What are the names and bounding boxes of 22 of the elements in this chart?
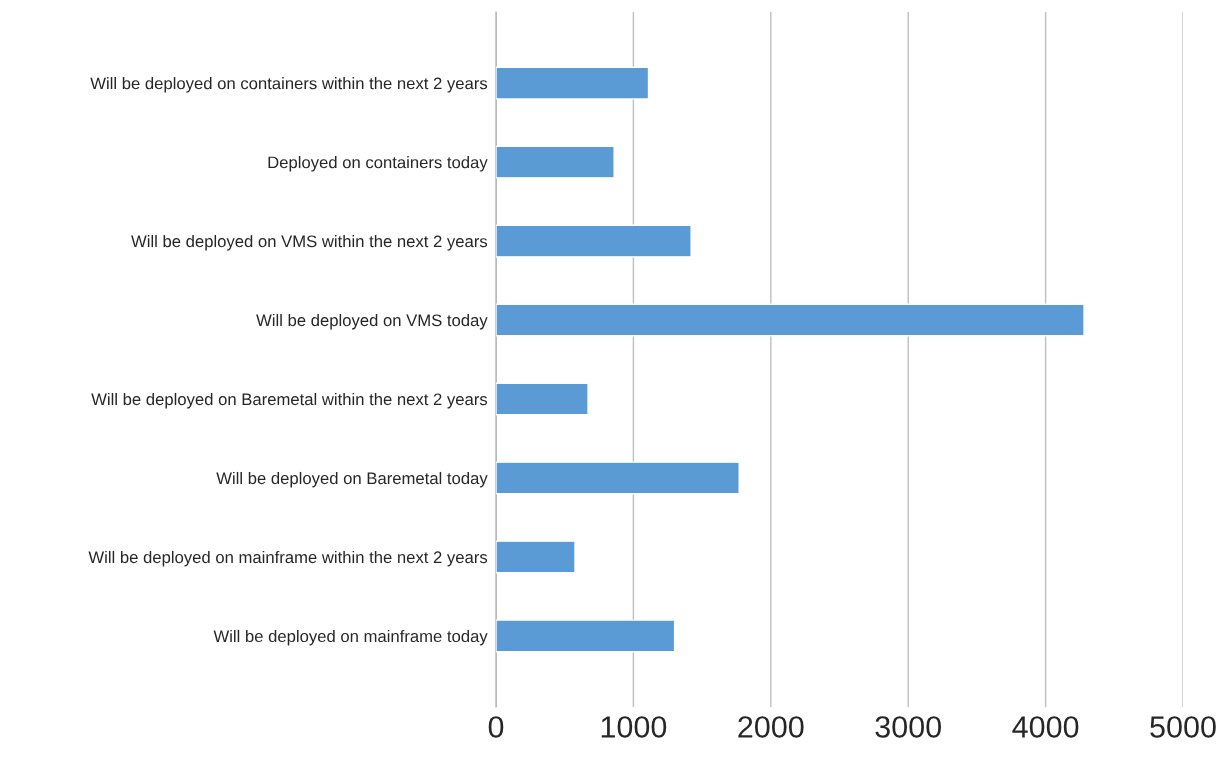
x-tick-label: 3000 xyxy=(875,716,941,738)
x-tick-label: 2000 xyxy=(738,716,804,738)
y-tick-label: Will be deployed on VMS today xyxy=(256,313,488,330)
x-tick-label: 1000 xyxy=(601,716,667,738)
bar xyxy=(496,66,650,100)
y-tick-label: Will be deployed on VMS within the next 2 years xyxy=(131,235,488,251)
y-tick-label: Deployed on containers today xyxy=(268,156,488,172)
x-tick-label: 5000 xyxy=(1150,716,1216,738)
y-tick-label: Will be deployed on Baremetal today xyxy=(216,471,488,488)
y-tick-label: Will be deployed on containers within the next 2 years xyxy=(90,77,488,93)
y-tick-label: Will be deployed on Baremetal within the next 2 years xyxy=(91,392,488,409)
y-tick-label: Will be deployed on mainframe within the next 2 years xyxy=(88,550,488,567)
bar xyxy=(496,224,692,258)
x-tick-label: 0 xyxy=(488,716,504,738)
bar xyxy=(496,540,576,574)
bar xyxy=(496,619,676,653)
y-tick-label: Will be deployed on mainframe today xyxy=(213,629,488,646)
x-tick-label: 4000 xyxy=(1012,716,1079,738)
bar xyxy=(496,145,615,179)
bar xyxy=(496,382,589,416)
bar xyxy=(496,303,1085,337)
bar xyxy=(496,461,740,495)
